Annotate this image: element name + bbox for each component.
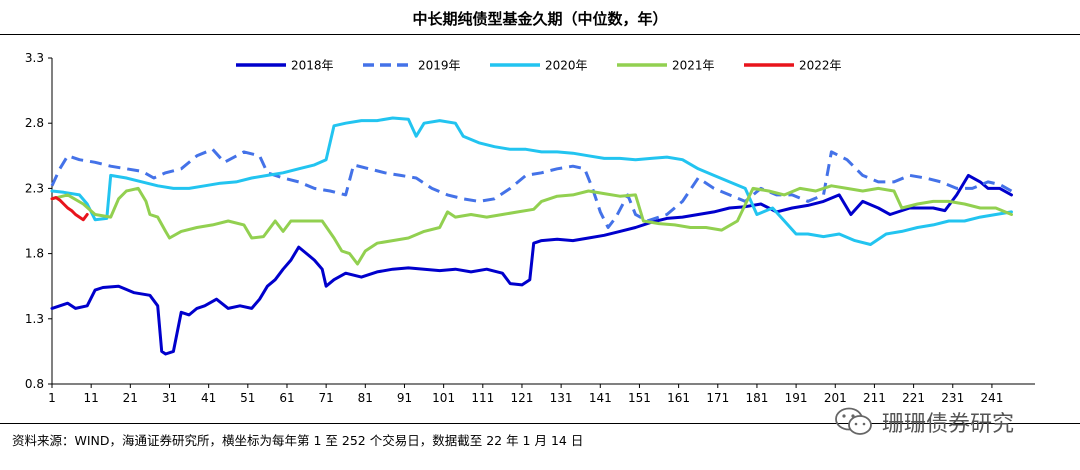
x-tick-label: 61	[279, 391, 294, 405]
duration-line-chart: 0.81.31.82.32.83.31 11 21 31 41 51 61 71 81 91 101…	[25, 51, 1035, 405]
y-tick-label: 3.3	[25, 51, 44, 65]
series-line-2018年	[50, 173, 1013, 356]
x-tick-label: 171	[706, 391, 729, 405]
series-line-2022年	[50, 196, 89, 222]
legend-label: 2018年	[291, 59, 334, 73]
chart-title: 中长期纯债型基金久期（中位数，年）	[412, 10, 668, 28]
y-tick-label: 1.8	[25, 247, 44, 261]
x-tick-label: 91	[397, 391, 412, 405]
x-tick-label: 51	[240, 391, 255, 405]
y-tick-label: 2.8	[25, 116, 44, 130]
x-tick-label: 141	[589, 391, 612, 405]
x-tick-label: 151	[628, 391, 651, 405]
y-tick-label: 1.3	[25, 312, 44, 326]
chart-legend: 2018年 2019年 2020年 2021年 2022年	[236, 59, 842, 73]
chart-axes: 0.81.31.82.32.83.31 11 21 31 41 51 61 71 81 91 101…	[25, 51, 1035, 405]
x-tick-label: 11	[84, 391, 99, 405]
legend-label: 2020年	[545, 59, 588, 73]
series-line-2020年	[50, 116, 1013, 246]
y-tick-label: 2.3	[25, 181, 44, 195]
legend-label: 2019年	[418, 59, 461, 73]
x-tick-label: 121	[511, 391, 534, 405]
x-tick-label: 221	[902, 391, 925, 405]
x-tick-label: 41	[201, 391, 216, 405]
x-tick-label: 241	[980, 391, 1003, 405]
x-tick-label: 211	[863, 391, 886, 405]
top-rule	[0, 34, 1080, 35]
legend-label: 2021年	[672, 59, 715, 73]
x-tick-label: 111	[471, 391, 494, 405]
series-line-2021年	[50, 184, 1013, 266]
x-tick-label: 101	[432, 391, 455, 405]
watermark-text: 珊珊债券研究	[882, 412, 1015, 437]
x-tick-label: 21	[123, 391, 138, 405]
chart-series-lines	[50, 116, 1013, 356]
bottom-rule	[0, 423, 1080, 424]
x-tick-label: 231	[941, 391, 964, 405]
x-tick-label: 181	[745, 391, 768, 405]
x-tick-label: 161	[667, 391, 690, 405]
x-tick-label: 31	[162, 391, 177, 405]
x-tick-label: 1	[48, 391, 56, 405]
source-note: 资料来源：WIND，海通证券研究所，横坐标为每年第 1 至 252 个交易日，数…	[12, 433, 584, 448]
watermark: 珊珊债券研究	[834, 404, 1014, 440]
series-line-2019年	[50, 147, 1013, 229]
legend-label: 2022年	[799, 59, 842, 73]
x-tick-label: 81	[358, 391, 373, 405]
y-tick-label: 0.8	[25, 377, 44, 391]
wechat-icon	[835, 407, 872, 435]
x-tick-label: 201	[824, 391, 847, 405]
x-tick-label: 131	[550, 391, 573, 405]
x-tick-label: 191	[785, 391, 808, 405]
x-tick-label: 71	[319, 391, 334, 405]
